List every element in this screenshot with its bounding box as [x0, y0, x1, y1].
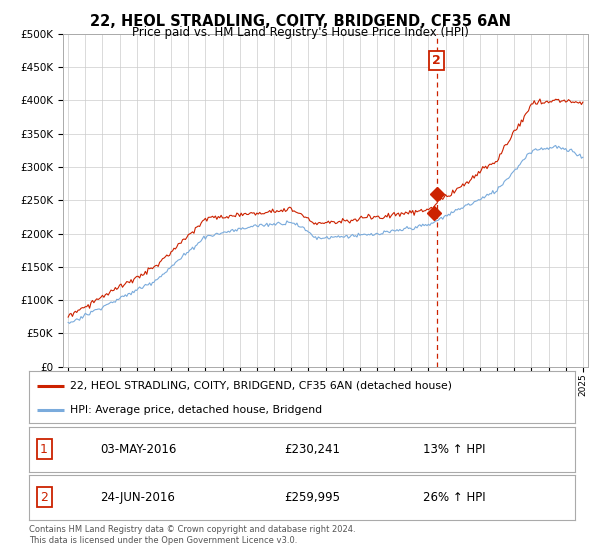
Text: Contains HM Land Registry data © Crown copyright and database right 2024.
This d: Contains HM Land Registry data © Crown c… [29, 525, 355, 545]
Text: 13% ↑ HPI: 13% ↑ HPI [424, 442, 486, 456]
Text: £230,241: £230,241 [285, 442, 341, 456]
Text: £259,995: £259,995 [285, 491, 341, 504]
Text: Price paid vs. HM Land Registry's House Price Index (HPI): Price paid vs. HM Land Registry's House … [131, 26, 469, 39]
Text: HPI: Average price, detached house, Bridgend: HPI: Average price, detached house, Brid… [70, 405, 322, 415]
Text: 03-MAY-2016: 03-MAY-2016 [100, 442, 176, 456]
Text: 24-JUN-2016: 24-JUN-2016 [101, 491, 175, 504]
Text: 22, HEOL STRADLING, COITY, BRIDGEND, CF35 6AN (detached house): 22, HEOL STRADLING, COITY, BRIDGEND, CF3… [70, 381, 452, 391]
Text: 22, HEOL STRADLING, COITY, BRIDGEND, CF35 6AN: 22, HEOL STRADLING, COITY, BRIDGEND, CF3… [89, 14, 511, 29]
Text: 2: 2 [40, 491, 48, 504]
Text: 1: 1 [40, 442, 48, 456]
Text: 2: 2 [433, 54, 441, 67]
Text: 26% ↑ HPI: 26% ↑ HPI [424, 491, 486, 504]
